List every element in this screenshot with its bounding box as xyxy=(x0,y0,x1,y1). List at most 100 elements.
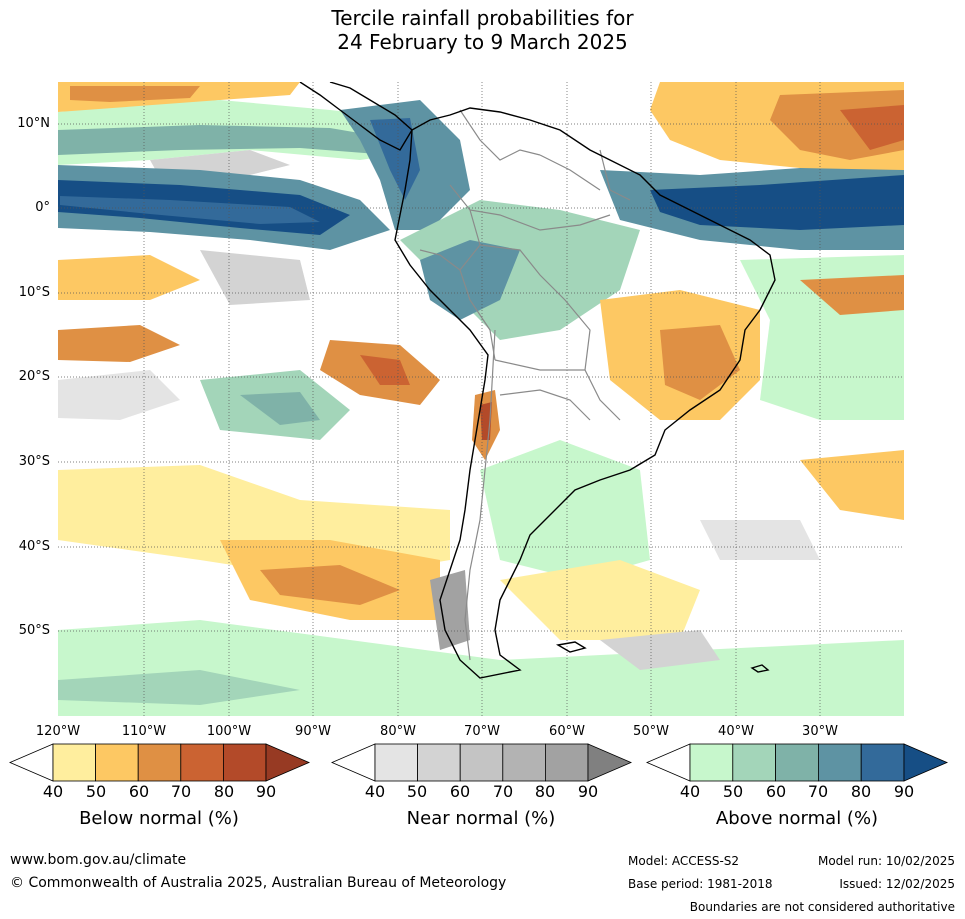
cb-below-tick: 60 xyxy=(128,782,150,801)
field-below-south-atlantic-east xyxy=(800,450,904,520)
south-america-coastline xyxy=(394,107,776,679)
field-below-north-atlantic-hot xyxy=(840,105,904,150)
field-above-pacific-20s-core xyxy=(240,392,320,425)
cb-near-tick: 90 xyxy=(577,782,599,801)
above-normal-swatch xyxy=(818,743,862,782)
cb-above-tick: 90 xyxy=(893,782,915,801)
country-borders xyxy=(419,109,631,661)
south-georgia-coastline xyxy=(750,664,770,673)
lon-label-100w: 100°W xyxy=(206,724,252,739)
website-link[interactable]: www.bom.gov.au/climate xyxy=(10,852,187,868)
lat-label-40s: 40°S xyxy=(18,539,50,554)
near-normal-swatch xyxy=(459,743,504,782)
lat-label-10n: 10°N xyxy=(17,116,50,131)
field-below-pacific-20s-core xyxy=(360,355,410,385)
boundary-disclaimer: Boundaries are not considered authoritat… xyxy=(689,900,955,914)
field-above-amazon xyxy=(400,200,640,340)
falklands-coastline xyxy=(555,641,587,653)
lon-label-110w: 110°W xyxy=(121,724,167,739)
cb-near-tick: 70 xyxy=(492,782,514,801)
lon-label-90w: 90°W xyxy=(295,724,331,739)
lat-label-50s: 50°S xyxy=(18,623,50,638)
above-normal-swatch xyxy=(732,743,776,782)
lon-label-60w: 60°W xyxy=(549,724,585,739)
field-near-south-a xyxy=(600,630,720,670)
cb-near-tick: 60 xyxy=(449,782,471,801)
lon-label-70w: 70°W xyxy=(464,724,500,739)
colorbar-above-normal xyxy=(645,743,949,782)
below-normal-low-extend xyxy=(8,743,54,782)
cb-near-tick: 50 xyxy=(406,782,428,801)
cb-above-tick: 50 xyxy=(722,782,744,801)
field-above-amazon-core xyxy=(420,240,520,320)
lon-label-40w: 40°W xyxy=(718,724,754,739)
cb-below-tick: 50 xyxy=(85,782,107,801)
field-near-patagonia xyxy=(430,570,470,650)
colorbar-below-normal xyxy=(8,743,311,782)
base-period: Base period: 1981-2018 xyxy=(628,877,773,891)
field-near-pacific-a xyxy=(58,370,180,420)
field-above-southern-ocean-core xyxy=(58,670,300,705)
model-run-date: Model run: 10/02/2025 xyxy=(817,854,955,868)
field-above-argentina xyxy=(480,440,650,580)
below-normal-swatch xyxy=(52,743,96,782)
central-america-coastline xyxy=(299,82,413,151)
near-normal-swatch xyxy=(417,743,461,782)
cb-above-tick: 70 xyxy=(807,782,829,801)
below-normal-swatch xyxy=(95,743,139,782)
field-below-south-atlantic xyxy=(500,560,700,640)
field-below-pacific-15s xyxy=(58,325,180,362)
cb-below-tick: 40 xyxy=(42,782,64,801)
above-normal-swatch xyxy=(775,743,819,782)
field-below-atlantic-10s xyxy=(800,275,904,315)
field-above-equator-atlantic-core xyxy=(650,175,904,230)
lat-label-10s: 10°S xyxy=(18,285,50,300)
colorbar-near-normal xyxy=(330,743,633,782)
coastlines xyxy=(299,82,776,679)
lon-label-50w: 50°W xyxy=(633,724,669,739)
lon-label-30w: 30°W xyxy=(802,724,838,739)
lat-label-0: 0° xyxy=(35,200,50,215)
near-normal-high-extend xyxy=(587,743,633,782)
issued-date: Issued: 12/02/2025 xyxy=(839,877,955,891)
field-below-south-pacific-core xyxy=(260,565,400,605)
cb-above-title: Above normal (%) xyxy=(715,808,879,829)
field-near-pacific-b xyxy=(200,250,310,305)
model-name: Model: ACCESS-S2 xyxy=(628,854,740,868)
field-below-pacific-10s xyxy=(58,255,200,300)
cb-below-tick: 80 xyxy=(213,782,235,801)
copyright-notice: © Commonwealth of Australia 2025, Austra… xyxy=(10,875,507,891)
cb-below-tick: 90 xyxy=(255,782,277,801)
cb-above-tick: 60 xyxy=(765,782,787,801)
lon-label-80w: 80°W xyxy=(380,724,416,739)
above-normal-swatch xyxy=(860,743,905,782)
near-normal-low-extend xyxy=(330,743,376,782)
cb-near-title: Near normal (%) xyxy=(406,808,556,829)
cb-below-tick: 70 xyxy=(170,782,192,801)
graticule xyxy=(58,82,904,716)
lat-label-20s: 20°S xyxy=(18,369,50,384)
cb-near-tick: 40 xyxy=(364,782,386,801)
below-normal-swatch xyxy=(222,743,267,782)
cb-above-tick: 40 xyxy=(679,782,701,801)
below-normal-swatch xyxy=(180,743,224,782)
lon-label-120w: 120°W xyxy=(35,724,81,739)
below-normal-high-extend xyxy=(265,743,311,782)
field-below-north-pacific-core xyxy=(70,86,200,102)
cb-near-tick: 80 xyxy=(534,782,556,801)
cb-below-title: Below normal (%) xyxy=(79,808,239,829)
cb-above-tick: 80 xyxy=(850,782,872,801)
above-normal-swatch xyxy=(689,743,734,782)
near-normal-swatch xyxy=(374,743,418,782)
below-normal-swatch xyxy=(137,743,182,782)
field-below-brazil-core xyxy=(660,325,740,400)
near-normal-swatch xyxy=(502,743,546,782)
field-above-equator-pacific-inner xyxy=(60,196,320,224)
lat-label-30s: 30°S xyxy=(18,454,50,469)
near-normal-swatch xyxy=(545,743,589,782)
map-title-line1: Tercile rainfall probabilities for xyxy=(331,6,634,30)
field-near-south-b xyxy=(700,520,820,560)
map-title-line2: 24 February to 9 March 2025 xyxy=(337,30,628,54)
above-normal-high-extend xyxy=(903,743,949,782)
